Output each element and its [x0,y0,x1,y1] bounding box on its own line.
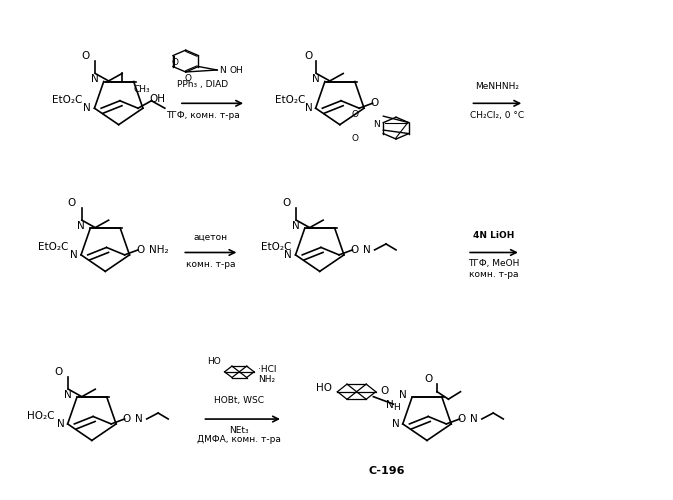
Text: N: N [363,245,370,255]
Text: N: N [392,419,399,429]
Text: N: N [374,120,380,128]
Text: N: N [70,250,77,260]
Text: O: O [304,51,312,61]
Text: N: N [312,74,320,84]
Text: O: O [424,374,433,384]
Text: HO: HO [316,382,332,392]
Text: O: O [172,58,179,67]
Text: N: N [91,74,98,84]
Text: O: O [122,414,131,424]
Text: ДМФА, комн. т-ра: ДМФА, комн. т-ра [197,435,281,444]
Text: H: H [394,403,400,412]
Text: NH₂: NH₂ [258,375,275,384]
Text: O: O [380,386,388,396]
Text: N: N [83,103,91,113]
Text: EtO₂C: EtO₂C [261,242,292,252]
Text: HO: HO [207,358,221,366]
Text: HOBt, WSC: HOBt, WSC [214,396,264,405]
Text: PPh₃ , DIAD: PPh₃ , DIAD [177,80,228,90]
Text: EtO₂C: EtO₂C [52,95,82,105]
Text: ТГФ, MeOH: ТГФ, MeOH [468,259,520,268]
Text: O: O [351,245,359,255]
Text: N: N [304,103,312,113]
Text: O: O [458,414,466,424]
Text: NH₂: NH₂ [149,245,169,255]
Text: CH₃: CH₃ [133,86,149,94]
Text: O: O [81,51,90,61]
Text: ацетон: ацетон [194,232,228,241]
Text: O: O [185,74,192,83]
Text: N: N [285,250,292,260]
Text: N: N [64,390,71,400]
Text: EtO₂C: EtO₂C [38,242,69,252]
Text: OH: OH [149,94,166,104]
Text: ·HCl: ·HCl [258,365,277,374]
Text: N: N [470,414,478,424]
Text: N: N [77,220,85,230]
Text: N: N [386,400,394,409]
Text: O: O [351,134,359,142]
Text: комн. т-ра: комн. т-ра [186,260,236,269]
Text: NEt₃: NEt₃ [229,426,249,434]
Text: N: N [57,419,65,429]
Text: N: N [219,66,226,74]
Text: OH: OH [229,66,243,74]
Text: комн. т-ра: комн. т-ра [469,270,519,279]
Text: O: O [136,245,144,255]
Text: HO₂C: HO₂C [27,410,55,420]
Text: C-196: C-196 [369,466,405,476]
Text: CH₂Cl₂, 0 °C: CH₂Cl₂, 0 °C [470,111,524,120]
Text: EtO₂C: EtO₂C [275,95,306,105]
Text: 4N LiOH: 4N LiOH [473,231,515,240]
Text: N: N [135,414,143,424]
Text: O: O [55,367,63,377]
Text: O: O [68,198,76,207]
Text: N: N [399,390,406,400]
Text: O: O [282,198,290,207]
Text: ТГФ, комн. т-ра: ТГФ, комн. т-ра [166,111,240,120]
Text: N: N [291,220,299,230]
Text: O: O [371,98,379,108]
Text: O: O [351,110,359,118]
Text: MeNHNH₂: MeNHNH₂ [475,82,520,91]
